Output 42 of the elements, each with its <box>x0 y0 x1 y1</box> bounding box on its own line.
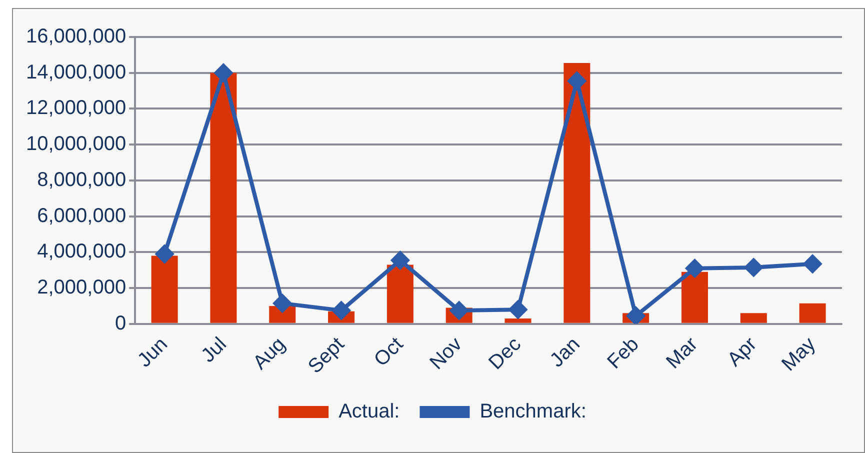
bar <box>681 272 708 323</box>
x-tick-label: Nov <box>426 333 467 374</box>
bar <box>151 256 178 323</box>
legend-label: Actual: <box>338 400 400 423</box>
point <box>804 254 822 273</box>
bar <box>799 303 826 323</box>
y-tick-label: 12,000,000 <box>26 97 126 120</box>
point <box>568 72 586 90</box>
x-tick-label: Apr <box>724 333 762 371</box>
point <box>744 258 763 276</box>
bar <box>210 72 237 323</box>
x-tick-label: Aug <box>249 333 290 374</box>
x-tick-label: Dec <box>484 333 526 374</box>
point <box>391 251 410 270</box>
legend-label: Benchmark: <box>480 400 586 423</box>
y-tick-label: 16,000,000 <box>26 26 126 48</box>
x-tick-label: Oct <box>370 332 408 371</box>
x-tick-label: Feb <box>603 333 644 374</box>
point <box>156 244 174 263</box>
x-tick-label: May <box>778 333 820 376</box>
y-tick-label: 10,000,000 <box>26 133 126 156</box>
bar <box>386 264 414 323</box>
point <box>450 301 468 320</box>
y-tick-label: 0 <box>114 312 126 334</box>
point <box>509 300 528 319</box>
x-tick-label: Jul <box>197 333 231 367</box>
bar <box>504 318 532 323</box>
point <box>626 306 645 324</box>
x-tick-label: Jun <box>134 333 172 372</box>
point <box>214 64 232 82</box>
point <box>273 294 292 312</box>
y-tick-label: 6,000,000 <box>37 204 126 227</box>
x-tick-label: Jan <box>546 333 584 372</box>
bar <box>564 63 590 323</box>
bar <box>740 313 767 323</box>
y-tick-label: 14,000,000 <box>26 61 126 84</box>
point <box>332 301 350 320</box>
point <box>686 259 704 278</box>
y-tick-label: 2,000,000 <box>37 276 126 299</box>
y-tick-label: 8,000,000 <box>37 168 126 191</box>
y-tick-label: 4,000,000 <box>37 240 126 263</box>
x-tick-label: Mar <box>662 333 702 374</box>
